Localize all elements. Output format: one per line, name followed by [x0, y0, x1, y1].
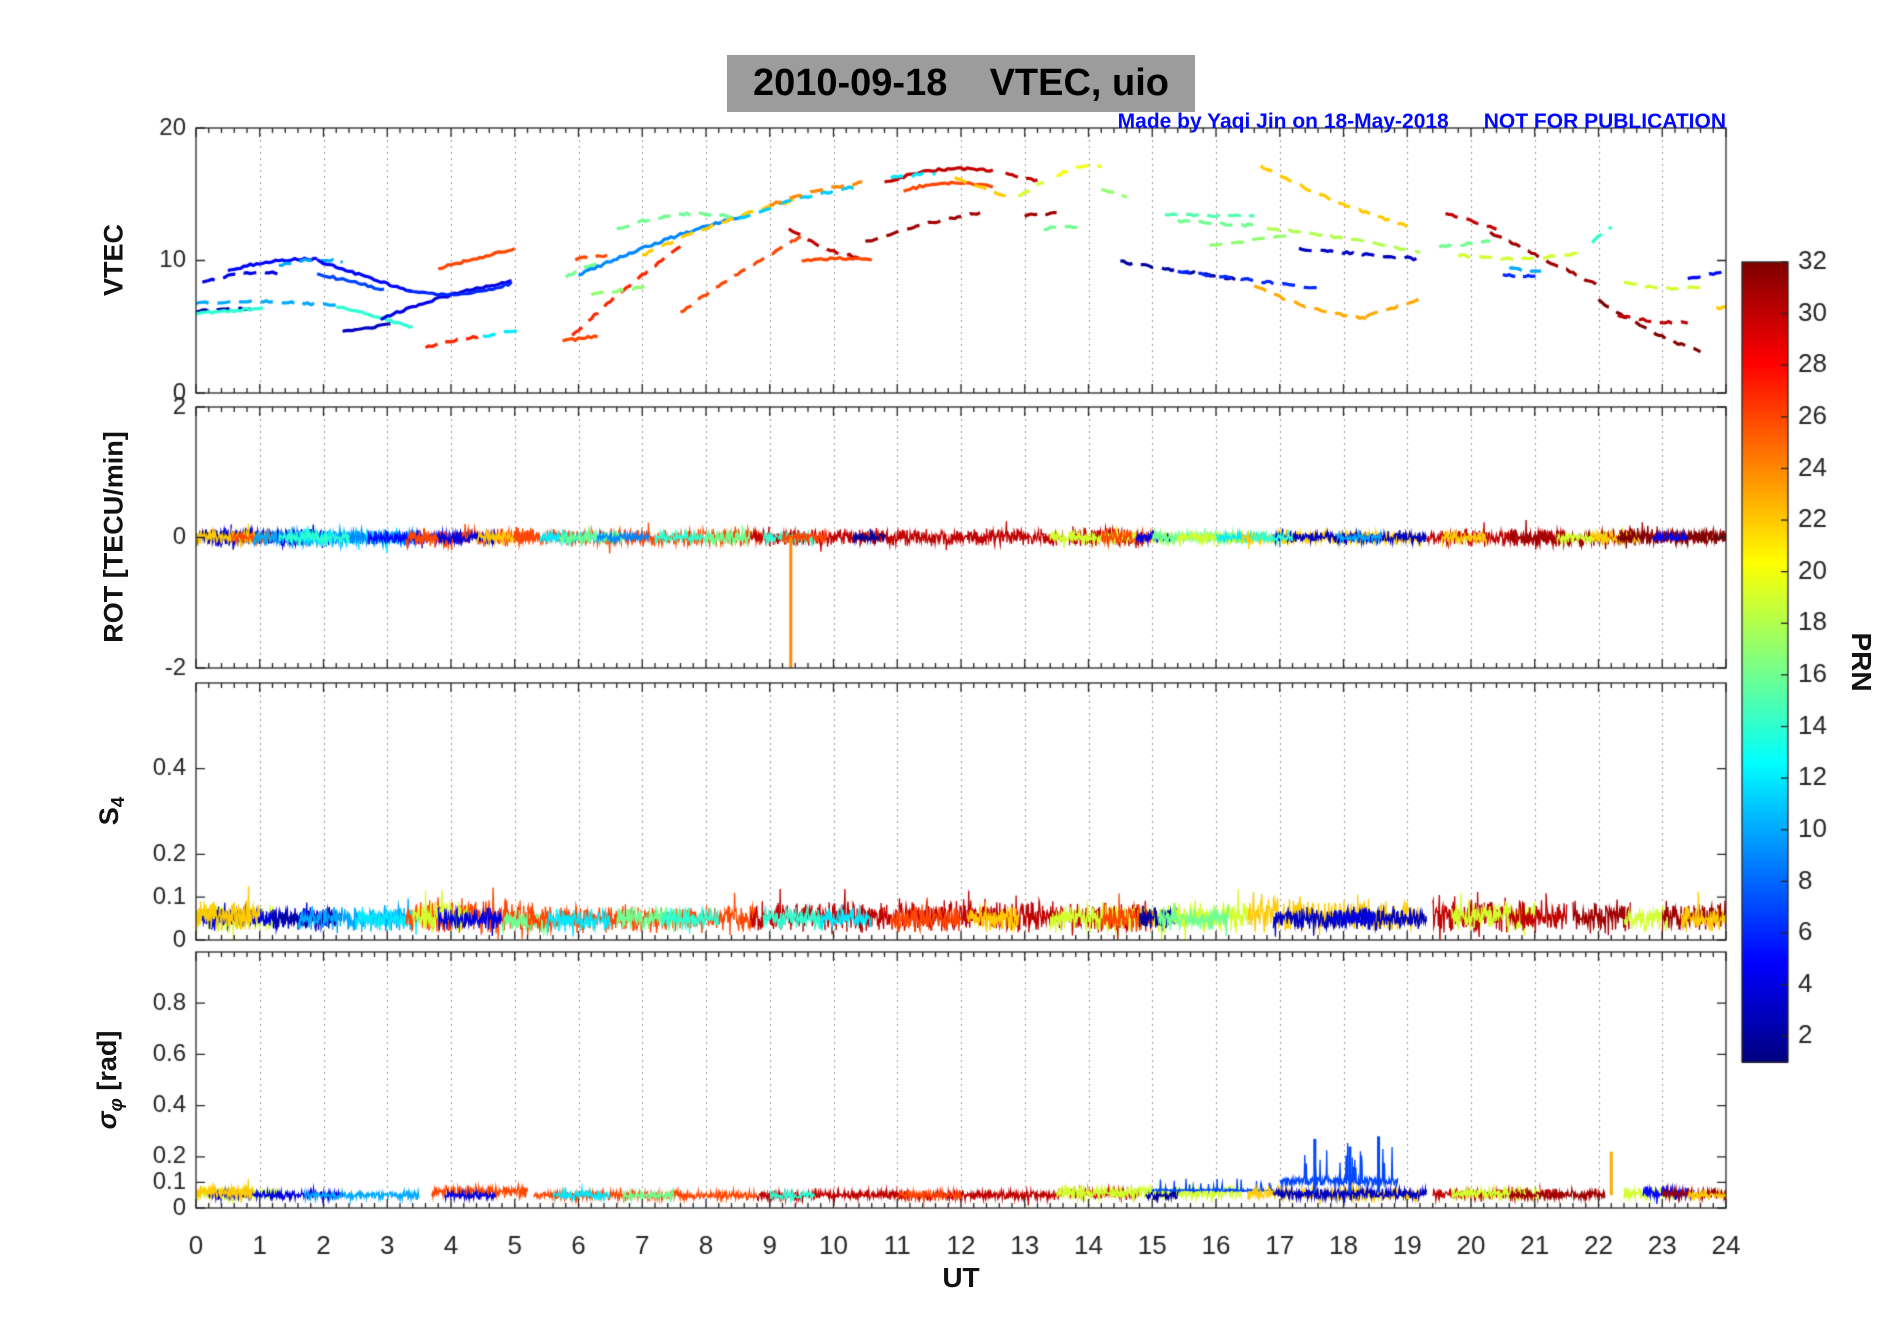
sigma-phi-axis-label: σφ [rad]	[91, 1030, 128, 1130]
vtec-axis-label: VTEC	[98, 223, 129, 297]
s4-axis-label: S4	[93, 796, 130, 826]
x-axis-label: UT	[942, 1262, 980, 1293]
colorbar-label: PRN	[1846, 632, 1877, 692]
annotation-credit: Made by Yaqi Jin on 18-May-2018 NOT FOR …	[1117, 110, 1726, 133]
figure-title: 2010-09-18 VTEC, uio	[726, 55, 1196, 112]
rot-axis-label: ROT [TECU/min]	[98, 431, 129, 643]
